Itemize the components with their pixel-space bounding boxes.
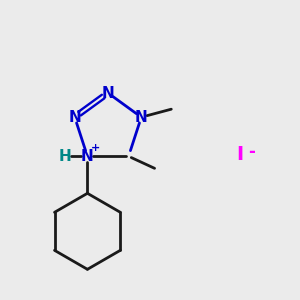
Text: N: N	[68, 110, 81, 125]
Text: +: +	[91, 143, 100, 153]
Text: N: N	[102, 85, 114, 100]
Text: N: N	[81, 149, 94, 164]
Text: N: N	[135, 110, 148, 125]
Text: H: H	[59, 149, 72, 164]
Text: -: -	[249, 143, 255, 161]
Text: I: I	[236, 146, 244, 164]
